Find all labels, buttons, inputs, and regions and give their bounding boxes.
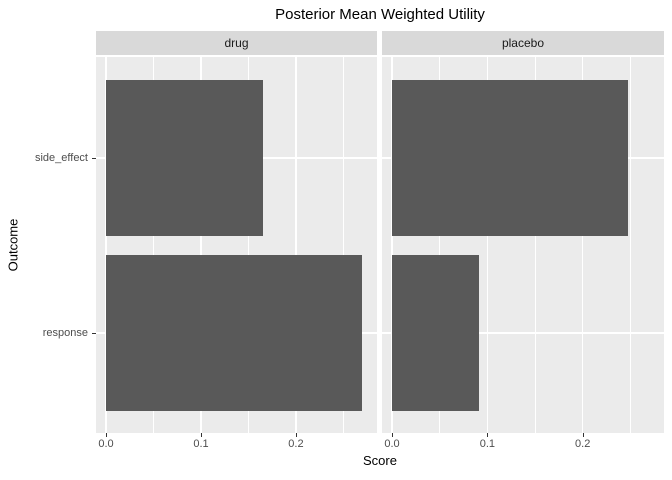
gridline-minor-vertical	[534, 57, 536, 433]
bar-drug-response	[105, 255, 362, 411]
x-axis-tick-label: 0.1	[479, 438, 495, 450]
facet-strip-label: drug	[224, 36, 249, 50]
x-axis-tick	[105, 433, 107, 437]
x-axis-tick-label: 0.0	[98, 438, 114, 450]
gridline-minor-vertical	[152, 57, 154, 433]
y-axis-tick	[92, 158, 96, 159]
gridline-major-vertical	[486, 57, 489, 433]
x-axis-tick	[582, 433, 584, 437]
plot-title: Posterior Mean Weighted Utility	[275, 6, 485, 23]
panel-placebo	[382, 57, 664, 433]
y-axis-label-response: response	[42, 327, 88, 339]
gridline-minor-vertical	[629, 57, 631, 433]
bar-placebo-side_effect	[392, 80, 629, 236]
gridline-major-vertical	[200, 57, 202, 433]
x-axis-tick-label: 0.2	[575, 438, 591, 450]
y-axis-label-side_effect: side_effect	[34, 152, 88, 164]
x-axis-tick-label: 0.0	[384, 438, 400, 450]
gridline-minor-vertical	[342, 57, 344, 433]
gridline-major-horizontal	[382, 332, 664, 334]
facet-strip-placebo: placebo	[382, 31, 664, 55]
x-axis-tick-label: 0.1	[193, 438, 209, 450]
x-axis-tick	[295, 433, 297, 437]
facet-strip-label: placebo	[501, 36, 545, 50]
gridline-major-vertical	[581, 57, 584, 433]
bar-placebo-response	[392, 255, 479, 411]
gridline-minor-vertical	[439, 57, 441, 433]
gridline-minor-vertical	[247, 57, 249, 433]
gridline-major-vertical	[391, 57, 393, 433]
x-axis-tick-label: 0.2	[288, 438, 304, 450]
x-axis-tick	[392, 433, 393, 437]
gridline-major-vertical	[105, 57, 107, 433]
bar-drug-side_effect	[105, 80, 263, 236]
x-axis-title: Score	[363, 453, 397, 468]
y-axis-title: Outcome	[5, 218, 21, 272]
x-axis-tick	[200, 433, 202, 437]
facet-strip-drug: drug	[96, 31, 377, 55]
x-axis-tick	[487, 433, 489, 437]
gridline-major-vertical	[295, 57, 297, 433]
y-axis-tick	[92, 333, 96, 334]
panel-drug	[96, 57, 377, 433]
